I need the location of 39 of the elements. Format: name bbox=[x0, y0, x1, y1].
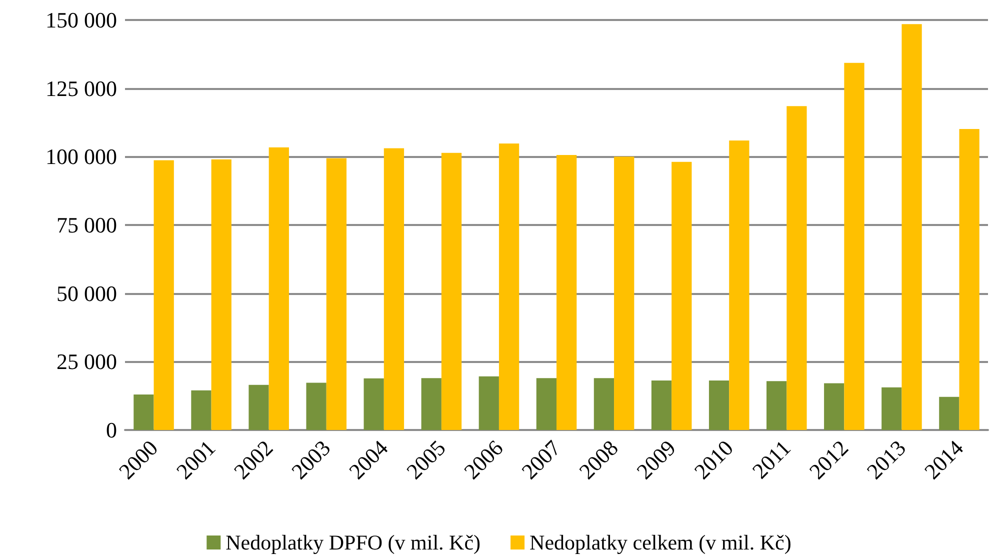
bar bbox=[268, 147, 289, 430]
bar bbox=[478, 376, 499, 430]
bar bbox=[824, 383, 844, 430]
y-tick-label: 100 000 bbox=[46, 144, 117, 170]
bar bbox=[306, 382, 326, 430]
y-tick-label: 25 000 bbox=[56, 349, 117, 374]
bar bbox=[364, 378, 384, 430]
bar bbox=[556, 155, 577, 430]
bar bbox=[902, 24, 922, 430]
bar bbox=[191, 390, 212, 430]
bar bbox=[882, 387, 902, 430]
bar bbox=[248, 384, 269, 430]
bar bbox=[421, 378, 442, 430]
bar bbox=[441, 152, 462, 430]
legend-label: Nedoplatky DPFO (v mil. Kč) bbox=[226, 530, 481, 554]
bar bbox=[211, 159, 232, 430]
bar bbox=[498, 144, 520, 430]
y-tick-label: 125 000 bbox=[46, 76, 117, 101]
bar bbox=[729, 140, 750, 430]
bar bbox=[672, 162, 692, 430]
bar bbox=[134, 394, 154, 430]
legend-label: Nedoplatky celkem (v mil. Kč) bbox=[530, 530, 792, 554]
y-tick-label: 0 bbox=[106, 418, 117, 442]
bar bbox=[326, 158, 347, 430]
y-tick-label: 50 000 bbox=[56, 280, 117, 306]
bar bbox=[939, 396, 960, 430]
y-tick-label: 75 000 bbox=[56, 212, 117, 238]
bar bbox=[766, 381, 787, 430]
bar bbox=[844, 62, 864, 430]
bar bbox=[959, 129, 980, 430]
y-tick-label: 150 000 bbox=[46, 8, 117, 32]
bar bbox=[384, 148, 404, 430]
bar bbox=[786, 106, 807, 430]
bar bbox=[154, 160, 174, 430]
bar bbox=[708, 380, 730, 430]
bar bbox=[536, 378, 556, 430]
bar bbox=[594, 378, 614, 430]
bar bbox=[614, 156, 634, 430]
bar bbox=[651, 380, 672, 430]
